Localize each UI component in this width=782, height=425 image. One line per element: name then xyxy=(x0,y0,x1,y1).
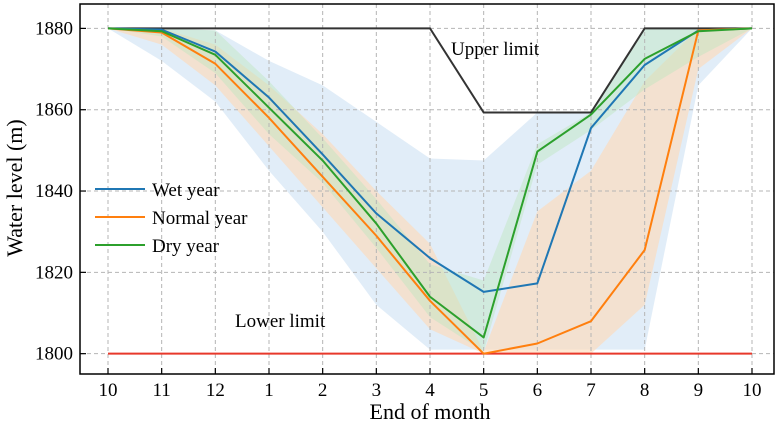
line-normal-year xyxy=(107,27,753,355)
x-tick-label-11: 9 xyxy=(694,380,704,401)
x-tick-label-9: 7 xyxy=(586,380,596,401)
x-tick-label-5: 3 xyxy=(372,380,382,401)
x-tick-label-7: 5 xyxy=(479,380,489,401)
legend: Wet year Normal year Dry year xyxy=(95,180,248,257)
x-tick-label-0: 10 xyxy=(99,380,118,401)
y-tick-label-1880: 1880 xyxy=(35,18,73,39)
x-tick-label-2: 12 xyxy=(206,380,225,401)
line-wet-year xyxy=(107,27,753,293)
x-tick-label-12: 10 xyxy=(743,380,762,401)
line-dry-year xyxy=(107,27,753,339)
lower-limit-annotation: Lower limit xyxy=(235,311,326,332)
line-upper-limit xyxy=(108,27,752,114)
x-tick-label-8: 6 xyxy=(533,380,543,401)
x-tick-label-1: 11 xyxy=(153,380,171,401)
x-tick-label-3: 1 xyxy=(264,380,274,401)
x-tick-label-10: 8 xyxy=(640,380,650,401)
y-tick-label-1860: 1860 xyxy=(35,100,73,121)
plot-border xyxy=(79,3,775,375)
legend-label-dry-year: Dry year xyxy=(152,236,220,257)
legend-label-normal-year: Normal year xyxy=(152,208,248,229)
y-tick-label-1800: 1800 xyxy=(35,344,73,365)
series-lines xyxy=(107,27,753,355)
upper-limit-annotation: Upper limit xyxy=(451,39,540,60)
legend-label-wet-year: Wet year xyxy=(152,180,220,201)
y-axis-title: Water level (m) xyxy=(2,119,27,257)
y-tick-label-1820: 1820 xyxy=(35,262,73,283)
x-axis-title: End of month xyxy=(370,399,491,424)
plot-frame xyxy=(79,3,775,375)
y-tick-label-1840: 1840 xyxy=(35,181,73,202)
limit-lines xyxy=(108,27,752,355)
x-tick-label-4: 2 xyxy=(318,380,328,401)
x-tick-label-6: 4 xyxy=(425,380,435,401)
